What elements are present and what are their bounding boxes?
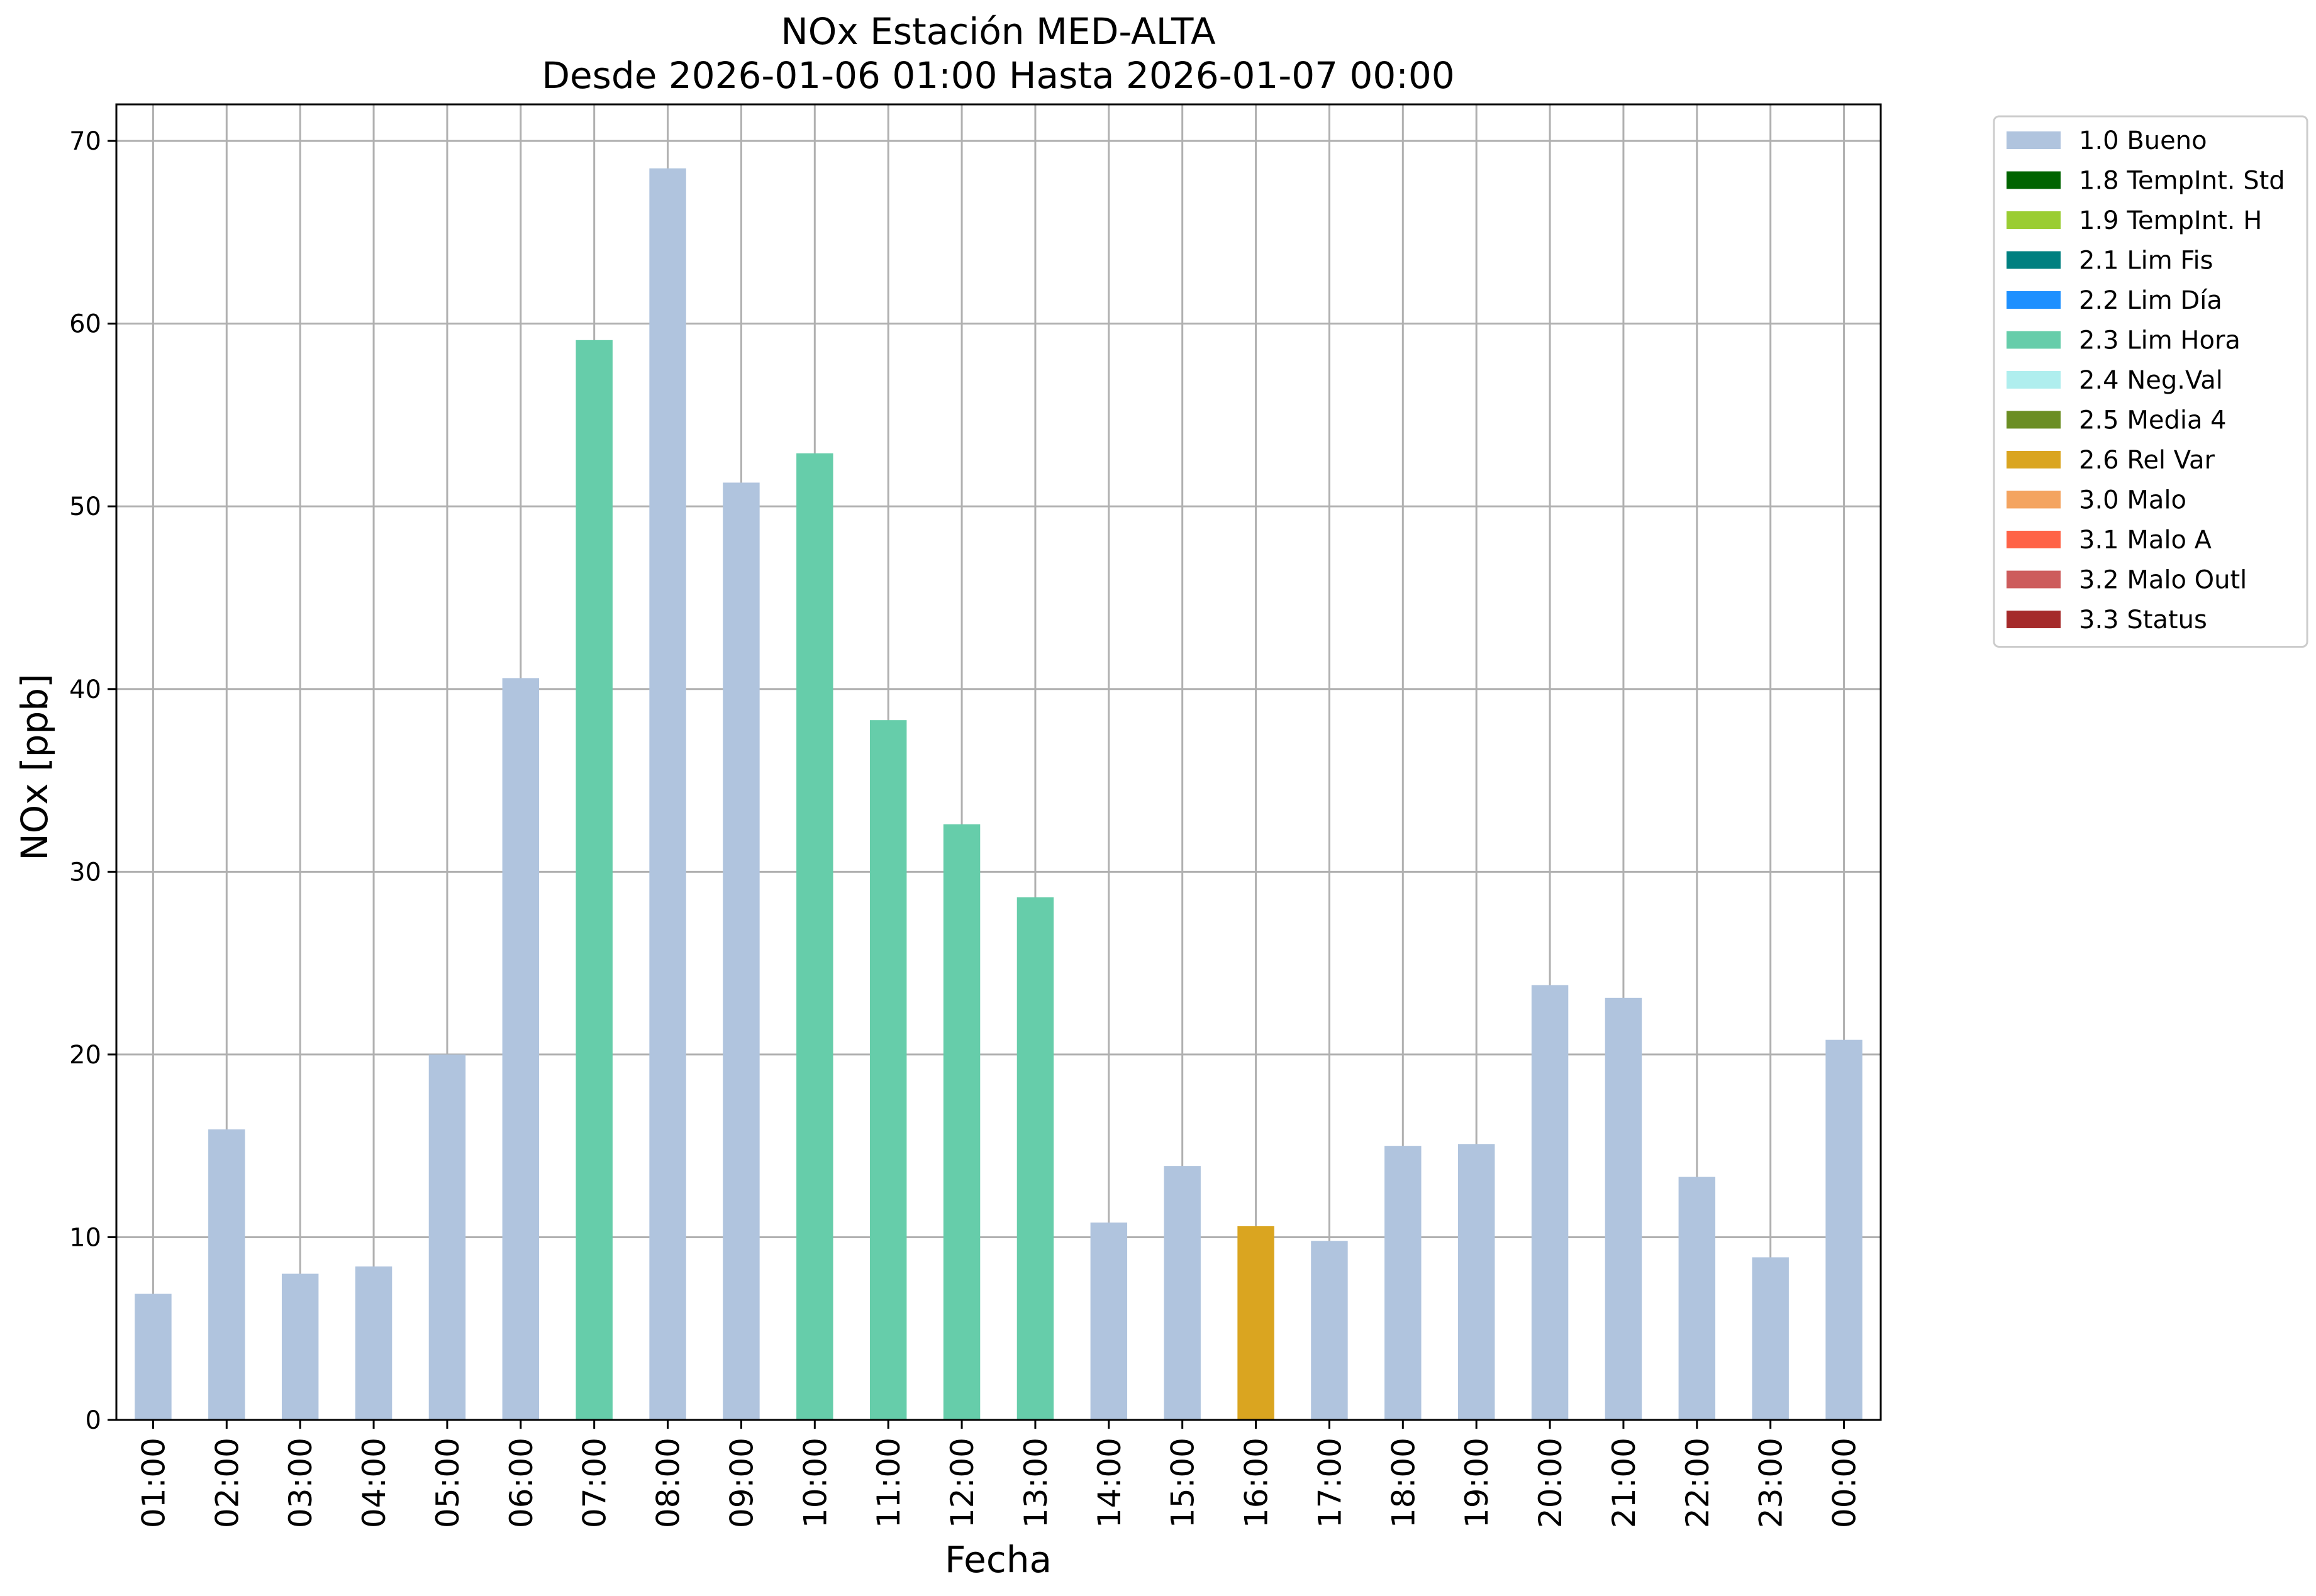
x-tick-label: 13:00 — [1018, 1438, 1054, 1528]
y-tick-label: 30 — [69, 858, 101, 887]
bars-layer — [135, 168, 1862, 1421]
legend-label: 1.9 TempInt. H — [2079, 206, 2262, 235]
legend-label: 2.4 Neg.Val — [2079, 366, 2223, 395]
bar — [502, 678, 540, 1420]
bar — [281, 1273, 319, 1420]
chart-title: NOx Estación MED-ALTA — [781, 10, 1216, 53]
x-tick-label: 14:00 — [1091, 1438, 1128, 1528]
x-tick-label: 10:00 — [797, 1438, 833, 1528]
legend-label: 3.0 Malo — [2079, 486, 2186, 515]
legend-swatch — [2007, 251, 2061, 269]
legend-swatch — [2007, 411, 2061, 429]
legend-label: 3.2 Malo Outl — [2079, 566, 2247, 595]
x-tick-label: 16:00 — [1239, 1438, 1275, 1528]
legend-label: 2.6 Rel Var — [2079, 446, 2215, 475]
x-tick-label: 12:00 — [944, 1438, 981, 1528]
bar — [1237, 1226, 1274, 1420]
bar — [135, 1294, 172, 1420]
bar — [428, 1054, 466, 1420]
bar — [1384, 1146, 1422, 1420]
x-tick-label: 21:00 — [1606, 1438, 1642, 1528]
legend-swatch — [2007, 531, 2061, 548]
legend: 1.0 Bueno 1.8 TempInt. Std 1.9 TempInt. H 2… — [1993, 115, 2308, 648]
legend-swatch — [2007, 570, 2061, 589]
x-axis-ticks: 01:00 02:00 03:00 04:00 05:00 06:00 07:00 08:00… — [135, 1420, 1863, 1528]
legend-label: 3.1 Malo A — [2079, 526, 2212, 555]
legend-swatch — [2007, 371, 2061, 389]
chart-subtitle: Desde 2026-01-06 01:00 Hasta 2026-01-07 … — [542, 54, 1454, 97]
x-tick-label: 17:00 — [1311, 1438, 1348, 1528]
legend-swatch — [2007, 171, 2061, 189]
legend-swatch — [2007, 331, 2061, 349]
bar — [1605, 997, 1642, 1420]
legend-label: 1.8 TempInt. Std — [2079, 167, 2285, 196]
y-tick-label: 10 — [69, 1223, 101, 1252]
legend-swatch — [2007, 451, 2061, 468]
plot-frame — [115, 103, 1882, 1421]
y-tick-label: 40 — [69, 675, 101, 704]
y-tick-label: 70 — [69, 127, 101, 156]
y-axis-label: NOx [ppb] — [13, 673, 56, 861]
bar — [723, 482, 760, 1421]
x-tick-label: 19:00 — [1459, 1438, 1495, 1528]
bar — [576, 340, 613, 1420]
x-tick-label: 23:00 — [1753, 1438, 1790, 1528]
legend-label: 2.2 Lim Día — [2079, 286, 2222, 315]
x-tick-label: 07:00 — [577, 1438, 613, 1528]
x-tick-label: 04:00 — [356, 1438, 392, 1528]
bar — [1825, 1039, 1862, 1420]
x-tick-label: 02:00 — [209, 1438, 245, 1528]
x-tick-label: 18:00 — [1385, 1438, 1422, 1528]
x-axis-label: Fecha — [945, 1538, 1052, 1581]
legend-label: 3.3 Status — [2079, 606, 2207, 635]
x-tick-label: 08:00 — [650, 1438, 687, 1528]
bar — [869, 720, 907, 1420]
bar — [1752, 1257, 1789, 1420]
x-tick-label: 11:00 — [871, 1438, 907, 1528]
bar — [1016, 897, 1054, 1420]
x-tick-label: 22:00 — [1679, 1438, 1716, 1528]
y-tick-label: 60 — [69, 310, 101, 339]
x-tick-label: 00:00 — [1827, 1438, 1863, 1528]
legend-swatch — [2007, 211, 2061, 229]
legend-swatch — [2007, 490, 2061, 509]
bar — [355, 1266, 392, 1420]
bar — [208, 1129, 245, 1420]
x-tick-label: 01:00 — [135, 1438, 172, 1528]
legend-label: 2.3 Lim Hora — [2079, 326, 2241, 355]
bar — [1457, 1144, 1495, 1420]
bar — [943, 824, 981, 1420]
legend-label: 2.5 Media 4 — [2079, 406, 2227, 435]
bar — [1164, 1166, 1201, 1420]
legend-label: 1.0 Bueno — [2079, 126, 2207, 155]
x-tick-label: 03:00 — [282, 1438, 319, 1528]
bar — [796, 453, 833, 1420]
bar — [649, 168, 686, 1420]
legend-swatch — [2007, 131, 2061, 149]
x-tick-label: 15:00 — [1165, 1438, 1201, 1528]
bar — [1090, 1222, 1128, 1420]
legend-swatch — [2007, 291, 2061, 309]
legend-swatch — [2007, 611, 2061, 628]
y-tick-label: 50 — [69, 492, 101, 521]
x-tick-label: 06:00 — [503, 1438, 540, 1528]
x-tick-label: 20:00 — [1532, 1438, 1569, 1528]
y-tick-label: 20 — [69, 1041, 101, 1070]
x-tick-label: 09:00 — [723, 1438, 760, 1528]
x-tick-label: 05:00 — [430, 1438, 466, 1528]
y-axis-ticks: 0 10 20 30 40 50 60 70 — [69, 127, 116, 1435]
bar — [1531, 985, 1569, 1420]
bar — [1311, 1241, 1348, 1420]
y-tick-label: 0 — [86, 1406, 101, 1435]
legend-frame — [1993, 115, 2308, 648]
legend-label: 2.1 Lim Fis — [2079, 247, 2213, 275]
bar — [1678, 1177, 1716, 1420]
